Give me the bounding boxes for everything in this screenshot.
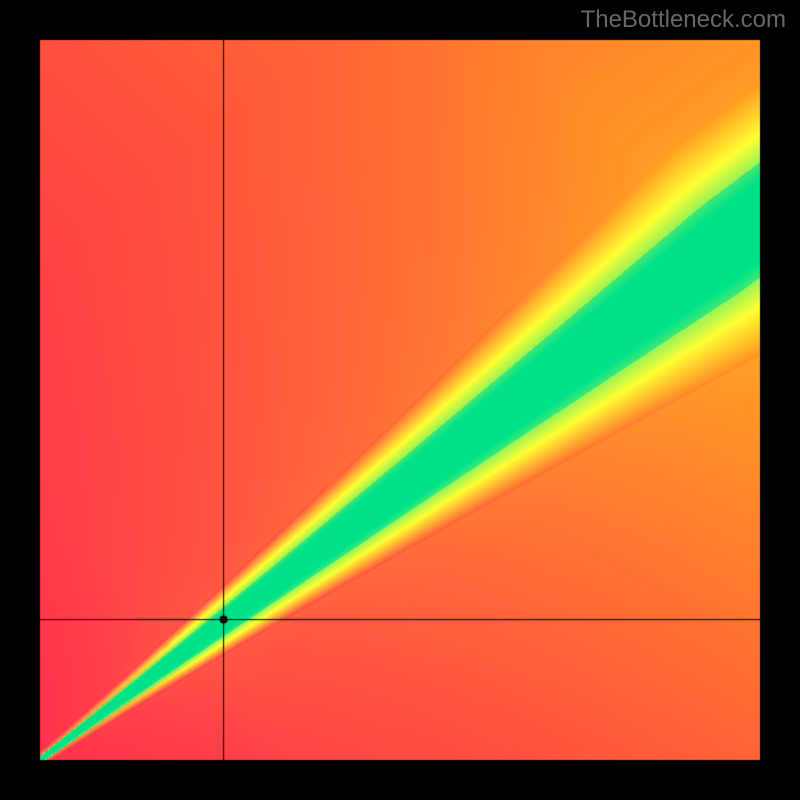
chart-container: TheBottleneck.com [0, 0, 800, 800]
watermark-text: TheBottleneck.com [581, 6, 786, 34]
bottleneck-heatmap [0, 0, 800, 800]
